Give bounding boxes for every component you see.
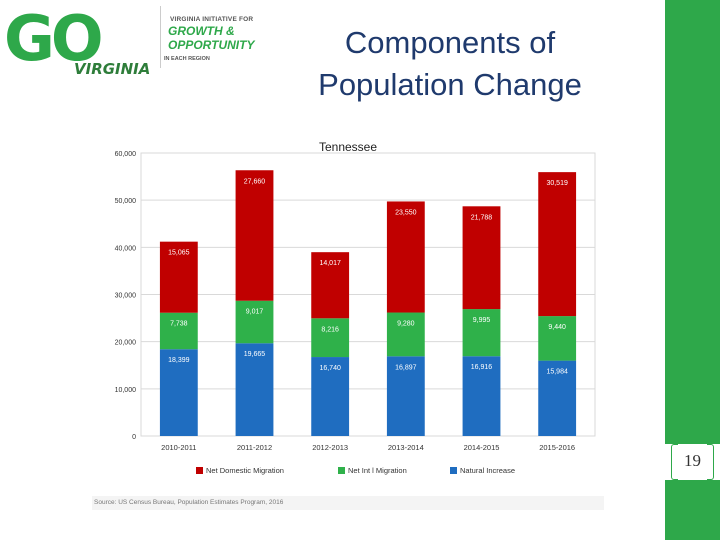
bar-segment	[386, 201, 425, 313]
legend-label: Net Domestic Migration	[206, 466, 284, 475]
bar-segment	[235, 170, 274, 301]
bars: 18,399 7,738 15,065 19,665 9,017 27,660 16,740…	[159, 170, 577, 436]
bar-segment	[462, 206, 501, 310]
data-label: 27,660	[244, 178, 266, 185]
data-label: 14,017	[319, 260, 341, 267]
logo-virginia-text: VIRGINIA	[74, 60, 151, 78]
logo-divider	[160, 6, 161, 68]
x-tick-label: 2013-2014	[388, 443, 424, 452]
go-virginia-logo: GO VIRGINIA VIRGINIA INITIATIVE FOR GROW…	[0, 0, 270, 90]
data-label: 7,738	[170, 321, 188, 328]
source-note: Source: US Census Bureau, Population Est…	[92, 496, 604, 510]
bar-segment	[159, 241, 198, 313]
chart-title: Tennessee	[319, 140, 377, 154]
data-label: 9,280	[397, 321, 415, 328]
legend-swatch	[338, 467, 345, 474]
y-tick-label: 10,000	[115, 387, 137, 394]
data-label: 30,519	[546, 180, 568, 187]
bar-segment	[538, 316, 577, 361]
logo-tagline-2: GROWTH &	[168, 24, 235, 38]
data-label: 9,017	[246, 309, 264, 316]
x-tick-label: 2014-2015	[464, 443, 500, 452]
legend-label: Natural Increase	[460, 466, 515, 475]
y-tick-label: 60,000	[115, 151, 137, 158]
y-tick-label: 50,000	[115, 198, 137, 205]
bar-segment	[235, 343, 274, 436]
bar-segment	[311, 357, 350, 436]
page-number-badge: 19	[665, 444, 720, 480]
y-tick-label: 0	[132, 434, 136, 441]
logo-go-text: GO	[4, 2, 104, 75]
x-tick-label: 2011-2012	[237, 443, 272, 452]
bar-segment	[159, 312, 198, 350]
data-label: 19,665	[244, 351, 266, 358]
bar-segment	[159, 349, 198, 436]
bar-segment	[311, 252, 350, 319]
x-tick-label: 2012-2013	[312, 443, 348, 452]
legend-label: Net Int l Migration	[348, 466, 407, 475]
legend-swatch	[450, 467, 457, 474]
axes: 0 10,000 20,000 30,000 40,000 50,000 60,000 201…	[115, 151, 576, 452]
grid-lines	[140, 152, 596, 437]
data-label: 16,916	[471, 364, 493, 371]
data-label: 23,550	[395, 209, 417, 216]
data-label: 16,897	[395, 364, 417, 371]
y-tick-label: 20,000	[115, 340, 137, 347]
logo-tagline-3: OPPORTUNITY	[168, 38, 255, 52]
legend: Net Domestic Migration Net Int l Migratio…	[196, 466, 515, 475]
data-label: 21,788	[471, 214, 493, 221]
data-label: 15,065	[168, 250, 190, 257]
x-tick-label: 2010-2011	[161, 443, 196, 452]
x-tick-label: 2015-2016	[539, 443, 575, 452]
data-label: 18,399	[168, 357, 190, 364]
logo-tagline-1: VIRGINIA INITIATIVE FOR	[170, 16, 254, 23]
legend-swatch	[196, 467, 203, 474]
bar-segment	[235, 300, 274, 344]
y-tick-label: 30,000	[115, 293, 137, 300]
stacked-bar-chart: Tennessee 18,399 7,738 15,065 19,665 9,017 27…	[88, 135, 608, 487]
data-label: 9,440	[548, 324, 566, 331]
page-number: 19	[684, 451, 701, 470]
slide-title: Components of Population Change	[318, 25, 582, 102]
bar-segment	[462, 309, 501, 357]
bar-segment	[311, 318, 350, 358]
y-tick-label: 40,000	[115, 245, 137, 252]
data-label: 8,216	[321, 326, 339, 333]
bar-segment	[462, 356, 501, 436]
bar-segment	[538, 172, 577, 317]
bar-segment	[386, 356, 425, 436]
bar-segment	[386, 312, 425, 357]
data-label: 16,740	[319, 365, 341, 372]
bar-segment	[538, 360, 577, 436]
data-label: 9,995	[473, 317, 491, 324]
logo-tagline-4: IN EACH REGION	[164, 56, 210, 62]
data-label: 15,984	[546, 369, 568, 376]
